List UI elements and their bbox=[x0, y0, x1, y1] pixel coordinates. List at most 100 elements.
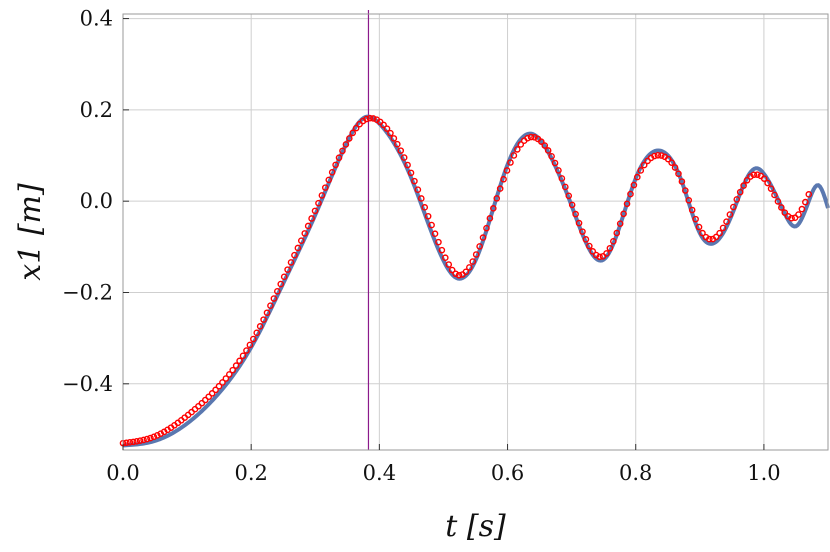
data-point bbox=[483, 224, 490, 232]
data-point bbox=[243, 347, 250, 354]
data-point bbox=[764, 179, 771, 187]
data-point bbox=[253, 329, 261, 337]
data-point bbox=[514, 146, 521, 153]
data-point bbox=[778, 204, 785, 211]
data-point bbox=[671, 164, 679, 171]
data-point bbox=[140, 436, 147, 444]
data-point bbox=[418, 195, 425, 202]
data-point bbox=[370, 115, 377, 122]
data-point bbox=[548, 153, 555, 160]
data-point bbox=[774, 198, 782, 205]
data-point bbox=[640, 161, 648, 169]
data-point bbox=[541, 142, 549, 149]
data-point bbox=[678, 178, 686, 185]
data-point bbox=[719, 224, 727, 232]
data-point bbox=[411, 177, 418, 185]
data-point bbox=[400, 154, 408, 161]
data-point bbox=[658, 152, 665, 159]
data-point bbox=[318, 192, 326, 199]
data-point bbox=[733, 196, 741, 203]
data-point bbox=[623, 200, 631, 208]
data-point bbox=[805, 191, 813, 198]
data-point bbox=[507, 159, 514, 166]
data-point bbox=[438, 246, 446, 254]
data-point bbox=[335, 154, 343, 162]
data-point bbox=[500, 175, 507, 183]
y-tick-label-0: 0.4 bbox=[80, 7, 113, 31]
data-point bbox=[654, 151, 662, 159]
y-axis-title: x1 [m] bbox=[13, 183, 48, 281]
data-point bbox=[212, 386, 219, 394]
y-tick-label-1: 0.2 bbox=[80, 98, 113, 122]
data-point bbox=[740, 182, 747, 189]
data-point bbox=[236, 357, 243, 365]
data-point bbox=[328, 168, 336, 176]
data-point bbox=[736, 188, 744, 196]
data-point bbox=[260, 316, 267, 323]
data-point bbox=[311, 207, 319, 215]
data-point bbox=[706, 235, 713, 243]
data-point bbox=[123, 439, 130, 447]
data-point bbox=[675, 170, 682, 178]
data-point bbox=[232, 362, 240, 369]
data-point bbox=[150, 433, 158, 441]
grid-lines bbox=[122, 14, 828, 450]
data-point bbox=[486, 215, 494, 222]
data-point bbox=[795, 211, 802, 218]
data-point bbox=[637, 167, 645, 174]
data-point bbox=[325, 176, 333, 184]
data-point bbox=[219, 379, 226, 386]
x-tick-label-5: 1.0 bbox=[747, 461, 780, 485]
data-point bbox=[267, 302, 274, 310]
data-point bbox=[555, 167, 562, 174]
x-tick-label-0: 0.0 bbox=[106, 461, 139, 485]
data-point bbox=[246, 341, 254, 349]
data-point bbox=[349, 129, 357, 137]
data-point bbox=[781, 209, 789, 216]
data-point bbox=[568, 201, 576, 209]
data-point bbox=[256, 323, 264, 330]
data-point bbox=[366, 114, 374, 122]
data-point bbox=[606, 244, 614, 252]
data-point bbox=[315, 199, 322, 207]
data-point bbox=[603, 250, 610, 257]
data-point bbox=[143, 435, 151, 443]
data-point bbox=[685, 196, 693, 204]
data-point bbox=[754, 171, 761, 178]
x-tick-label-1: 0.2 bbox=[234, 461, 267, 485]
data-point bbox=[695, 223, 703, 231]
data-point bbox=[462, 268, 470, 276]
data-point bbox=[634, 173, 641, 181]
data-point bbox=[297, 237, 305, 244]
data-point bbox=[431, 230, 439, 238]
y-tick-label-4: −0.4 bbox=[62, 372, 113, 396]
data-point bbox=[531, 134, 538, 141]
data-point bbox=[445, 261, 453, 268]
y-tick-label-3: −0.2 bbox=[62, 280, 113, 304]
x-axis-title: t [s] bbox=[445, 509, 506, 544]
data-point bbox=[517, 141, 525, 148]
data-point bbox=[767, 185, 775, 192]
data-point bbox=[308, 215, 315, 222]
data-point bbox=[249, 335, 257, 343]
data-point bbox=[798, 205, 806, 213]
data-point bbox=[421, 204, 429, 211]
data-point bbox=[743, 176, 751, 184]
data-point bbox=[273, 288, 281, 295]
data-point bbox=[716, 229, 723, 237]
data-point bbox=[136, 437, 144, 445]
data-point bbox=[544, 147, 552, 154]
data-point bbox=[435, 238, 442, 246]
data-point bbox=[723, 218, 730, 225]
data-point bbox=[208, 390, 216, 397]
data-point bbox=[582, 236, 590, 243]
data-point bbox=[352, 124, 360, 132]
data-point bbox=[387, 129, 394, 137]
x-tick-label-3: 0.6 bbox=[491, 461, 524, 485]
data-point bbox=[627, 190, 634, 198]
x-tick-label-2: 0.4 bbox=[363, 461, 396, 485]
data-point bbox=[229, 366, 237, 374]
data-point bbox=[551, 159, 559, 167]
data-point bbox=[610, 238, 617, 245]
